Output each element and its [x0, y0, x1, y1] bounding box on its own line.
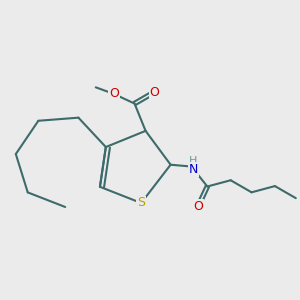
Text: S: S — [137, 196, 145, 209]
Text: O: O — [109, 87, 119, 101]
Text: O: O — [193, 200, 203, 213]
Text: O: O — [149, 85, 159, 99]
Text: H: H — [189, 156, 198, 167]
Text: N: N — [189, 163, 198, 176]
